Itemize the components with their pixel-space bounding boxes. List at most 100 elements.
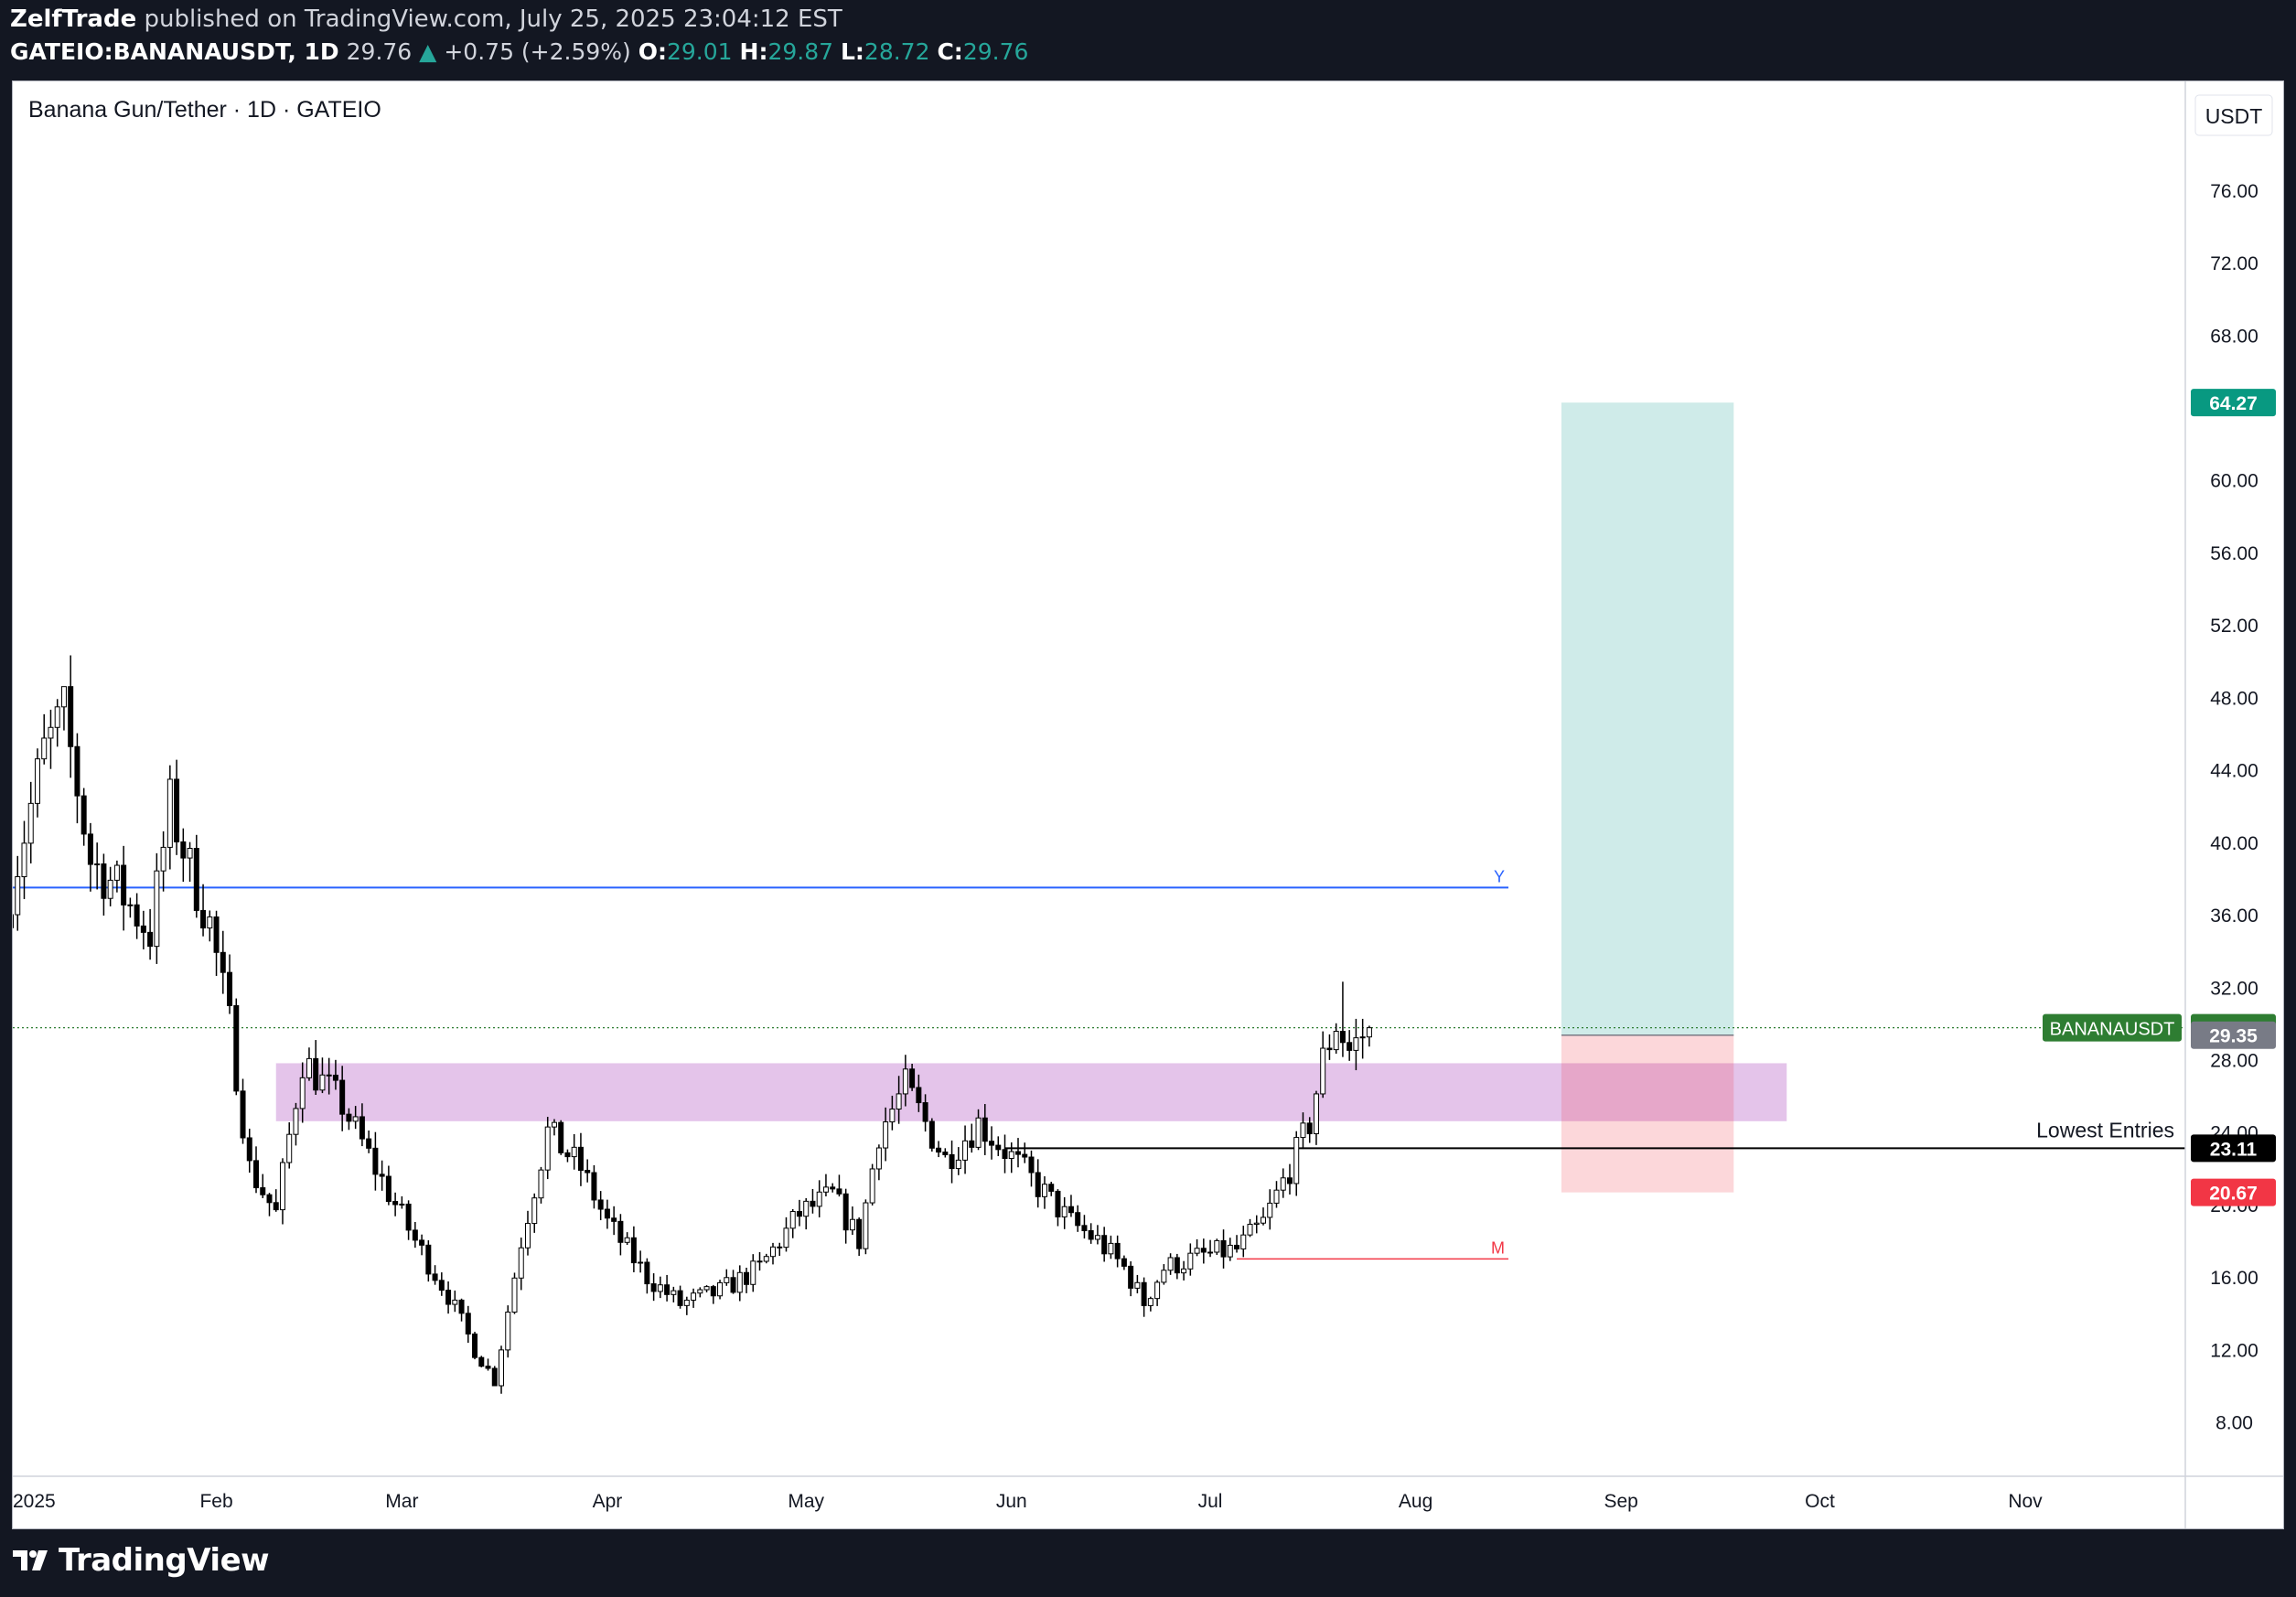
candle-down[interactable]	[485, 1366, 491, 1369]
candle-up[interactable]	[789, 1211, 796, 1229]
candle-down[interactable]	[121, 864, 127, 906]
candle-up[interactable]	[21, 842, 27, 878]
candle-up[interactable]	[638, 1261, 644, 1264]
candle-down[interactable]	[379, 1174, 385, 1177]
candle-up[interactable]	[13, 914, 14, 928]
candle-up[interactable]	[962, 1140, 969, 1161]
candle-down[interactable]	[611, 1217, 617, 1222]
candle-down[interactable]	[810, 1200, 816, 1207]
candle-down[interactable]	[472, 1333, 478, 1358]
candle-up[interactable]	[1008, 1151, 1014, 1159]
candle-up[interactable]	[1247, 1224, 1253, 1236]
candle-up[interactable]	[1167, 1257, 1174, 1271]
candle-up[interactable]	[975, 1117, 982, 1148]
candle-up[interactable]	[187, 847, 193, 859]
candle-up[interactable]	[518, 1247, 524, 1279]
candle-up[interactable]	[352, 1116, 359, 1122]
candle-down[interactable]	[74, 745, 80, 797]
candle-down[interactable]	[1306, 1122, 1313, 1135]
candle-down[interactable]	[491, 1367, 498, 1387]
candle-down[interactable]	[339, 1079, 346, 1115]
candle-up[interactable]	[399, 1203, 405, 1206]
candle-down[interactable]	[213, 916, 220, 953]
candle-down[interactable]	[1015, 1151, 1021, 1155]
candle-up[interactable]	[1293, 1137, 1300, 1184]
candle-up[interactable]	[524, 1223, 531, 1249]
candle-up[interactable]	[1147, 1298, 1153, 1306]
candle-up[interactable]	[869, 1168, 875, 1204]
candle-down[interactable]	[346, 1113, 352, 1122]
candle-up[interactable]	[803, 1200, 810, 1217]
candle-down[interactable]	[200, 909, 207, 929]
candle-up[interactable]	[671, 1290, 677, 1295]
candle-up[interactable]	[1240, 1234, 1247, 1249]
candle-down[interactable]	[1174, 1257, 1180, 1274]
candle-down[interactable]	[233, 1004, 240, 1092]
candle-down[interactable]	[174, 778, 180, 842]
candle-down[interactable]	[432, 1273, 438, 1281]
candle-down[interactable]	[220, 951, 226, 973]
candle-down[interactable]	[134, 904, 140, 927]
candle-up[interactable]	[1161, 1270, 1167, 1283]
candle-down[interactable]	[240, 1090, 246, 1139]
candle-up[interactable]	[1366, 1027, 1372, 1038]
candle-down[interactable]	[936, 1147, 942, 1153]
candle-down[interactable]	[949, 1153, 955, 1170]
candle-down[interactable]	[425, 1244, 432, 1275]
candle-up[interactable]	[505, 1312, 511, 1351]
candle-up[interactable]	[27, 802, 34, 844]
candle-down[interactable]	[922, 1102, 928, 1122]
candle-up[interactable]	[849, 1218, 855, 1231]
candle-up[interactable]	[1154, 1281, 1161, 1300]
candle-down[interactable]	[412, 1229, 418, 1241]
candle-down[interactable]	[101, 863, 107, 899]
candle-up[interactable]	[154, 870, 160, 948]
candle-down[interactable]	[445, 1290, 452, 1305]
candle-down[interactable]	[1081, 1225, 1088, 1232]
candle-up[interactable]	[127, 904, 134, 906]
candle-down[interactable]	[756, 1260, 763, 1263]
candle-up[interactable]	[319, 1074, 326, 1091]
candle-down[interactable]	[842, 1193, 849, 1231]
candle-down[interactable]	[1200, 1248, 1207, 1253]
candle-down[interactable]	[359, 1116, 365, 1140]
position-target-zone[interactable]	[1561, 402, 1734, 1035]
candle-up[interactable]	[544, 1126, 551, 1171]
candle-up[interactable]	[499, 1349, 505, 1387]
candle-up[interactable]	[286, 1133, 293, 1163]
candle-down[interactable]	[677, 1290, 683, 1306]
candle-down[interactable]	[1088, 1230, 1094, 1240]
candle-up[interactable]	[571, 1146, 577, 1158]
candle-down[interactable]	[193, 847, 199, 911]
candle-down[interactable]	[928, 1120, 935, 1149]
candle-down[interactable]	[227, 971, 233, 1006]
candle-down[interactable]	[366, 1138, 372, 1149]
candle-down[interactable]	[87, 833, 93, 865]
candle-down[interactable]	[1141, 1281, 1147, 1306]
author-name[interactable]: ZelfTrade	[10, 5, 137, 33]
candle-up[interactable]	[822, 1186, 829, 1193]
candle-up[interactable]	[1359, 1036, 1366, 1039]
candle-up[interactable]	[1273, 1189, 1280, 1204]
candle-down[interactable]	[909, 1068, 916, 1088]
candle-down[interactable]	[1068, 1206, 1074, 1214]
candle-down[interactable]	[313, 1057, 319, 1091]
candle-up[interactable]	[955, 1159, 961, 1170]
candle-down[interactable]	[591, 1172, 597, 1201]
candle-down[interactable]	[942, 1152, 949, 1155]
candle-up[interactable]	[1313, 1093, 1319, 1135]
candle-up[interactable]	[511, 1277, 518, 1313]
candle-up[interactable]	[60, 686, 67, 708]
candle-up[interactable]	[41, 737, 48, 760]
candle-down[interactable]	[1286, 1177, 1293, 1184]
position-stop-zone[interactable]	[1561, 1034, 1734, 1193]
candle-down[interactable]	[836, 1188, 842, 1195]
candle-up[interactable]	[717, 1281, 724, 1297]
candle-down[interactable]	[147, 931, 154, 948]
candle-up[interactable]	[299, 1077, 306, 1109]
candle-down[interactable]	[478, 1356, 485, 1367]
candle-down[interactable]	[1055, 1190, 1061, 1217]
candle-up[interactable]	[531, 1197, 538, 1225]
candle-up[interactable]	[1300, 1122, 1306, 1139]
